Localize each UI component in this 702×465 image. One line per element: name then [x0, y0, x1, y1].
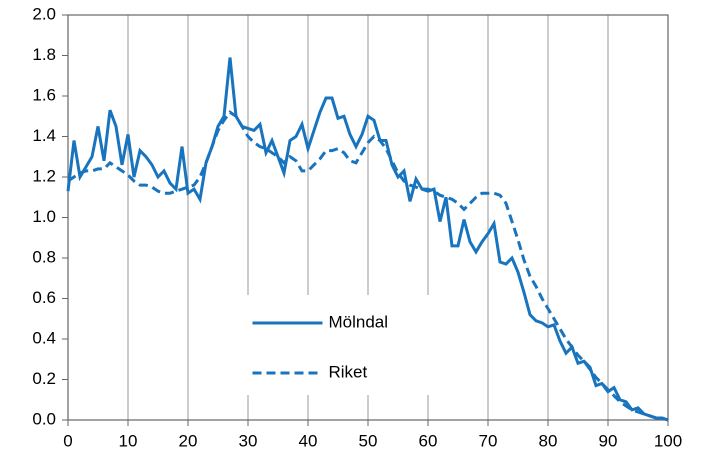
x-tick-label: 0	[63, 431, 72, 450]
y-tick-label: 0.8	[32, 247, 56, 266]
x-tick-label: 10	[119, 431, 138, 450]
x-tick-label: 70	[479, 431, 498, 450]
y-tick-label: 0.6	[32, 288, 56, 307]
x-tick-label: 100	[654, 431, 682, 450]
legend-label: Mölndal	[329, 312, 389, 331]
y-tick-label: 1.8	[32, 45, 56, 64]
y-tick-label: 0.4	[32, 328, 56, 347]
y-tick-label: 1.0	[32, 207, 56, 226]
y-tick-label: 1.2	[32, 166, 56, 185]
y-tick-label: 1.6	[32, 85, 56, 104]
x-tick-label: 90	[599, 431, 618, 450]
y-tick-label: 1.4	[32, 126, 56, 145]
x-tick-label: 20	[179, 431, 198, 450]
y-tick-label: 2.0	[32, 4, 56, 23]
x-tick-label: 80	[539, 431, 558, 450]
legend-box	[220, 295, 446, 395]
line-series	[67, 110, 669, 422]
y-tick-label: 0.2	[32, 369, 56, 388]
line-series	[66, 57, 669, 422]
y-tick-label: 0.0	[32, 409, 56, 428]
plot-frame	[67, 14, 669, 421]
legend-label: Riket	[329, 362, 368, 381]
x-tick-label: 50	[359, 431, 378, 450]
x-tick-label: 40	[299, 431, 318, 450]
x-tick-label: 60	[419, 431, 438, 450]
x-tick-label: 30	[239, 431, 258, 450]
